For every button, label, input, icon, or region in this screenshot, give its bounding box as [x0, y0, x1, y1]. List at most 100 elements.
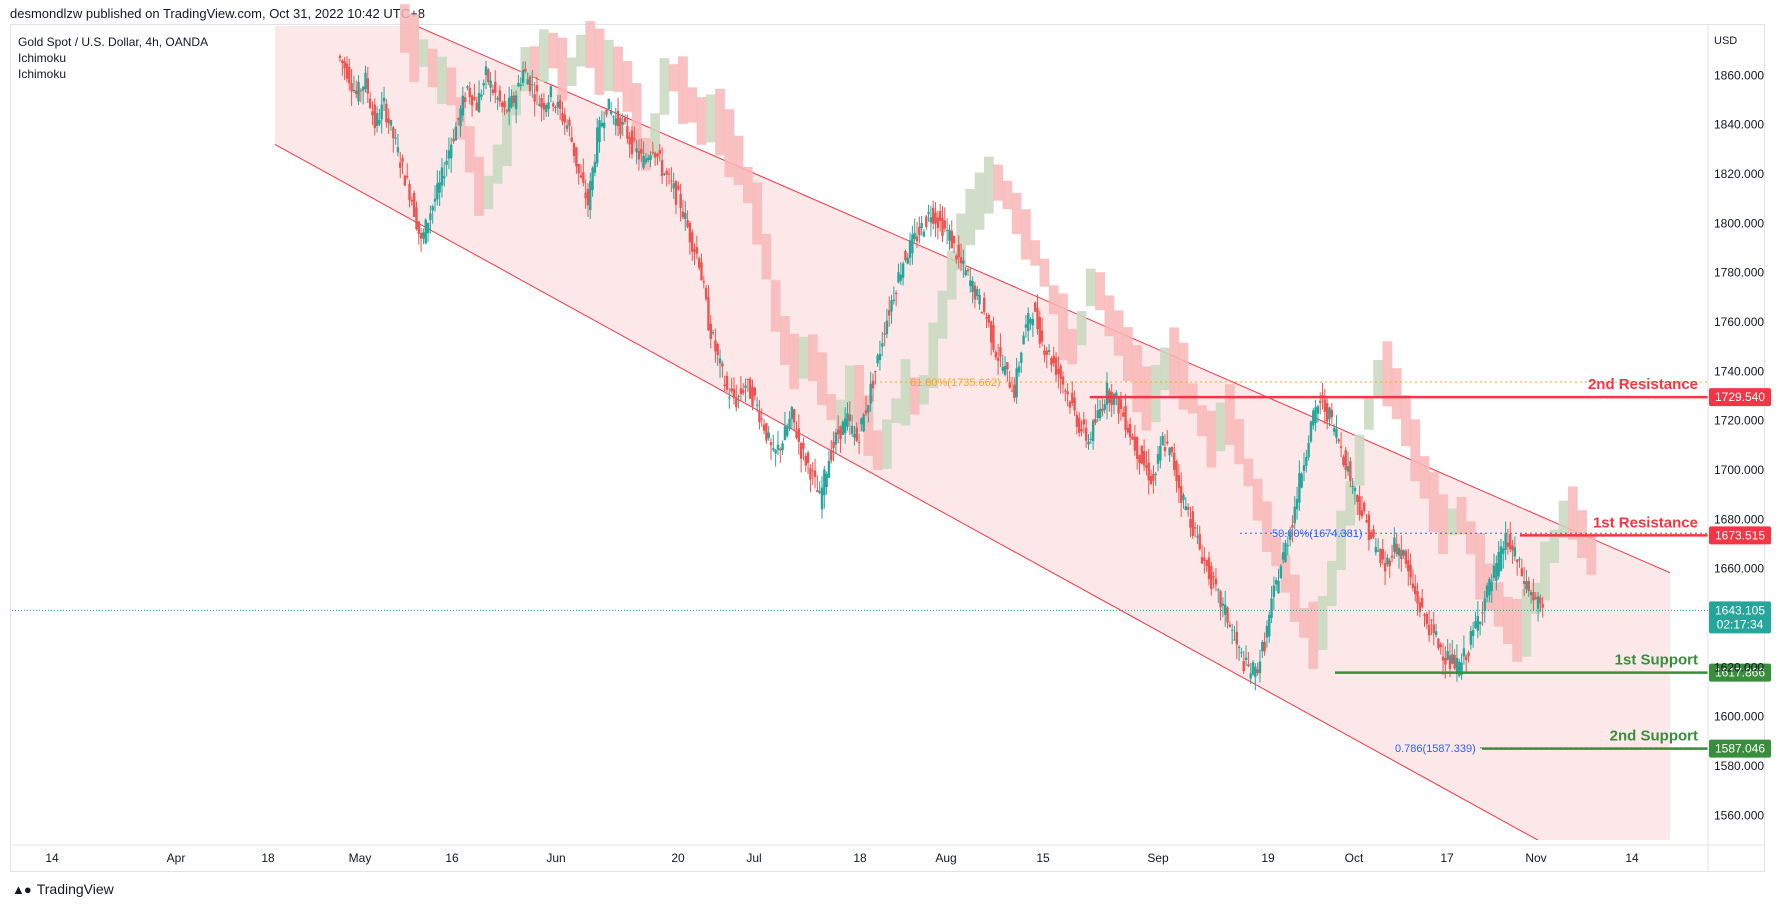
- candle: [1481, 601, 1484, 626]
- candle-body: [1497, 551, 1500, 577]
- candle: [1374, 538, 1378, 556]
- candle: [521, 61, 525, 87]
- candle-body: [864, 410, 868, 414]
- candle-body: [758, 411, 761, 423]
- cloud-segment: [557, 37, 568, 101]
- candle: [579, 164, 583, 179]
- candle: [1298, 460, 1301, 512]
- candle-body: [809, 468, 812, 480]
- y-tick-label: 1760.000: [1714, 315, 1764, 329]
- symbol-title[interactable]: Gold Spot / U.S. Dollar, 4h, OANDA: [18, 35, 209, 49]
- candle: [774, 449, 777, 467]
- candle: [616, 97, 620, 136]
- candle-body: [1302, 465, 1306, 471]
- candle: [1105, 372, 1109, 420]
- candle: [783, 411, 787, 441]
- candle-body: [1020, 352, 1023, 363]
- candle-body: [843, 418, 847, 434]
- candle-body: [1365, 520, 1368, 523]
- candle-body: [1105, 382, 1109, 405]
- candle: [871, 373, 875, 402]
- indicator-label[interactable]: Ichimoku: [18, 51, 67, 65]
- x-tick-label: 14: [45, 851, 59, 865]
- cloud-segment: [1243, 458, 1254, 487]
- candle: [1279, 564, 1283, 579]
- candle-body: [871, 380, 875, 389]
- candle-body: [955, 255, 958, 260]
- level-price-text: 1617.866: [1715, 666, 1765, 680]
- cloud-segment: [1252, 478, 1263, 521]
- candle-body: [1274, 580, 1278, 585]
- candle: [487, 68, 490, 86]
- candle-body: [1441, 656, 1445, 661]
- x-tick-label: Sep: [1147, 851, 1169, 865]
- candle-body: [612, 116, 615, 118]
- candle: [593, 154, 597, 177]
- candle: [1084, 418, 1088, 448]
- candle: [1346, 451, 1350, 476]
- candle: [1325, 397, 1329, 430]
- candle: [1497, 541, 1500, 580]
- cloud-segment: [1447, 508, 1458, 536]
- candle-body: [735, 397, 738, 408]
- candle: [948, 224, 951, 251]
- candle-body: [1124, 405, 1127, 430]
- footer-brand[interactable]: ▲● TradingView: [12, 881, 114, 897]
- indicator-label[interactable]: Ichimoku: [18, 67, 67, 81]
- cloud-segment: [687, 87, 698, 123]
- cloud-segment: [501, 100, 512, 167]
- candle: [1224, 590, 1227, 627]
- candle-body: [577, 164, 580, 174]
- cloud-segment: [835, 399, 846, 430]
- candle: [1388, 557, 1391, 578]
- candle: [348, 58, 351, 91]
- candle-body: [1228, 624, 1232, 627]
- candle-body: [1332, 427, 1336, 432]
- candle-body: [1451, 654, 1454, 664]
- candle: [1490, 574, 1493, 603]
- cloud-segment: [1160, 347, 1170, 391]
- candle: [470, 94, 474, 117]
- candle-body: [721, 363, 724, 367]
- candle-body: [1013, 384, 1016, 399]
- candle-body: [918, 226, 921, 236]
- candle-body: [1064, 390, 1067, 392]
- candle-body: [1390, 555, 1394, 558]
- candle-body: [621, 122, 624, 125]
- candle-body: [477, 93, 481, 113]
- candle-body: [686, 220, 689, 227]
- candle-body: [1284, 542, 1287, 563]
- candle-body: [410, 199, 414, 202]
- candle-body: [714, 340, 717, 352]
- cloud-segment: [464, 126, 475, 173]
- candle: [436, 170, 439, 206]
- candle: [1173, 443, 1176, 476]
- candle-body: [964, 270, 967, 276]
- candle: [1159, 436, 1162, 469]
- candle: [681, 199, 685, 220]
- cloud-segment: [863, 395, 874, 456]
- candle: [1182, 492, 1185, 509]
- candle-body: [1054, 357, 1058, 375]
- candle: [1541, 597, 1544, 618]
- candle-body: [1147, 462, 1150, 481]
- candle: [1513, 536, 1517, 561]
- candle: [1205, 559, 1208, 572]
- candle-body: [1351, 486, 1354, 488]
- candle-body: [1156, 454, 1160, 464]
- candle-body: [575, 147, 578, 167]
- candle: [466, 85, 469, 91]
- candle: [746, 378, 750, 392]
- candle: [1170, 446, 1174, 457]
- candle-body: [799, 443, 803, 459]
- candle-body: [1040, 330, 1044, 342]
- candle-body: [920, 223, 923, 229]
- candle: [693, 242, 696, 266]
- candle-body: [1376, 550, 1380, 552]
- cloud-segment: [659, 58, 670, 115]
- candle-body: [992, 325, 995, 350]
- candle-body: [473, 97, 476, 100]
- candle: [364, 65, 367, 93]
- candle-body: [1465, 656, 1468, 661]
